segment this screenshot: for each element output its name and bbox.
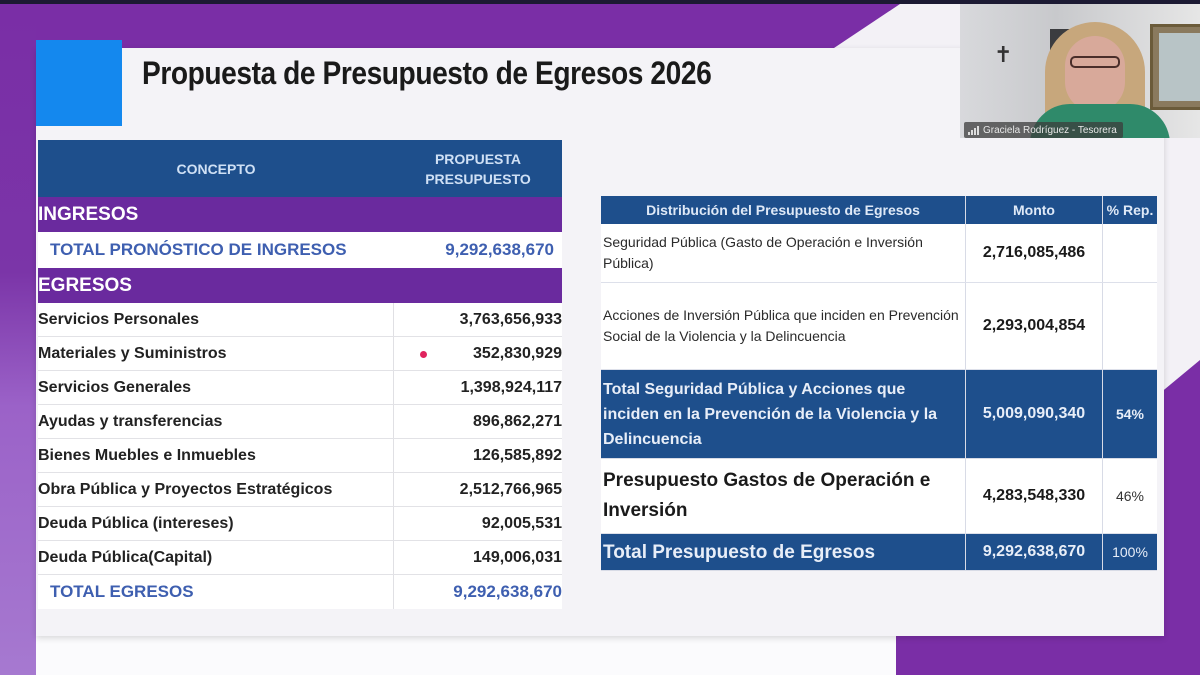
laser-pointer-dot <box>420 351 427 358</box>
header-concept: Distribución del Presupuesto de Egresos <box>646 202 920 218</box>
section-ingresos: INGRESOS <box>38 197 562 232</box>
table-row: Seguridad Pública (Gasto de Operación e … <box>601 224 1157 283</box>
row-label: Total Seguridad Pública y Acciones que i… <box>603 380 938 448</box>
table-header: Distribución del Presupuesto de Egresos … <box>601 196 1157 224</box>
window-top-bar <box>0 0 1200 4</box>
row-value: 2,512,766,965 <box>459 480 562 498</box>
header-amount: Monto <box>965 196 1102 224</box>
video-background-painting <box>1150 24 1200 110</box>
row-value: 2,293,004,854 <box>965 283 1102 369</box>
row-percent <box>1102 283 1157 369</box>
total-ingresos-row: TOTAL PRONÓSTICO DE INGRESOS 9,292,638,6… <box>38 232 562 268</box>
row-label: Servicios Personales <box>38 303 394 336</box>
row-value: 9,292,638,670 <box>965 534 1102 570</box>
row-label: Seguridad Pública (Gasto de Operación e … <box>603 234 923 271</box>
section-egresos: EGRESOS <box>38 268 562 303</box>
row-value: 126,585,892 <box>473 446 562 464</box>
total-ingresos-label: TOTAL PRONÓSTICO DE INGRESOS <box>50 240 347 259</box>
slide-background-bottom <box>36 636 896 675</box>
table-row: Deuda Pública(Capital) 149,006,031 <box>38 541 562 575</box>
row-percent: 54% <box>1102 370 1157 458</box>
budget-summary-table: CONCEPTO PROPUESTA PRESUPUESTO INGRESOS T… <box>38 140 562 609</box>
row-value: 5,009,090,340 <box>965 370 1102 458</box>
participant-name-label: Graciela Rodríguez - Tesorera <box>964 122 1123 138</box>
table-row: Acciones de Inversión Pública que incide… <box>601 283 1157 370</box>
row-value: 352,830,929 <box>473 344 562 362</box>
participant-face <box>1065 36 1125 112</box>
row-label: Ayudas y transferencias <box>38 405 394 438</box>
row-percent: 46% <box>1102 459 1157 533</box>
slide-background-band-top <box>0 4 900 52</box>
participant-video-tile[interactable]: ✝ Graciela Rodríguez - Tesorera <box>960 4 1200 138</box>
participant-name: Graciela Rodríguez - Tesorera <box>983 124 1117 136</box>
row-label: Acciones de Inversión Pública que incide… <box>603 307 959 344</box>
row-label: Presupuesto Gastos de Operación e Invers… <box>603 470 931 521</box>
table-row: Servicios Personales 3,763,656,933 <box>38 303 562 337</box>
header-concept: CONCEPTO <box>176 160 256 177</box>
row-label: Obra Pública y Proyectos Estratégicos <box>38 473 394 506</box>
row-value: 4,283,548,330 <box>965 459 1102 533</box>
row-label: Deuda Pública (intereses) <box>38 507 394 540</box>
total-egresos-row: TOTAL EGRESOS 9,292,638,670 <box>38 575 562 609</box>
row-label: Servicios Generales <box>38 371 394 404</box>
table-row: Deuda Pública (intereses) 92,005,531 <box>38 507 562 541</box>
distribution-table: Distribución del Presupuesto de Egresos … <box>601 196 1157 571</box>
row-value: 3,763,656,933 <box>459 310 562 328</box>
row-label: Total Presupuesto de Egresos <box>603 541 876 563</box>
row-label: Deuda Pública(Capital) <box>38 541 394 574</box>
accent-square <box>36 40 122 126</box>
row-value: 1,398,924,117 <box>460 378 562 396</box>
table-row-total-egresos: Total Presupuesto de Egresos 9,292,638,6… <box>601 534 1157 571</box>
total-egresos-value: 9,292,638,670 <box>453 582 562 601</box>
table-row: Bienes Muebles e Inmuebles 126,585,892 <box>38 439 562 473</box>
slide-background-band-left <box>0 4 36 675</box>
header-percent: % Rep. <box>1102 196 1157 224</box>
table-row: Obra Pública y Proyectos Estratégicos 2,… <box>38 473 562 507</box>
row-value: 2,716,085,486 <box>965 224 1102 282</box>
cross-icon: ✝ <box>994 42 1013 67</box>
table-row: Servicios Generales 1,398,924,117 <box>38 371 562 405</box>
header-amount-line2: PRESUPUESTO <box>425 170 531 187</box>
table-header: CONCEPTO PROPUESTA PRESUPUESTO <box>38 140 562 197</box>
row-value: 92,005,531 <box>481 514 562 532</box>
row-label: Bienes Muebles e Inmuebles <box>38 439 394 472</box>
row-value: 896,862,271 <box>473 412 562 430</box>
row-percent: 100% <box>1102 534 1157 570</box>
table-row: Presupuesto Gastos de Operación e Invers… <box>601 459 1157 534</box>
row-percent <box>1102 224 1157 282</box>
table-row: Materiales y Suministros 352,830,929 <box>38 337 562 371</box>
participant-glasses <box>1070 56 1120 68</box>
header-amount-line1: PROPUESTA <box>434 150 522 167</box>
header-amount: PROPUESTA PRESUPUESTO <box>394 140 562 197</box>
table-row: Ayudas y transferencias 896,862,271 <box>38 405 562 439</box>
row-value: 149,006,031 <box>473 548 562 566</box>
row-value-cell: 352,830,929 <box>394 337 562 370</box>
signal-strength-icon <box>968 125 979 135</box>
total-egresos-label: TOTAL EGRESOS <box>38 575 394 609</box>
table-row-total-security: Total Seguridad Pública y Acciones que i… <box>601 370 1157 459</box>
row-label: Materiales y Suministros <box>38 337 394 370</box>
slide-title: Propuesta de Presupuesto de Egresos 2026 <box>142 55 712 91</box>
total-ingresos-value: 9,292,638,670 <box>445 240 554 259</box>
